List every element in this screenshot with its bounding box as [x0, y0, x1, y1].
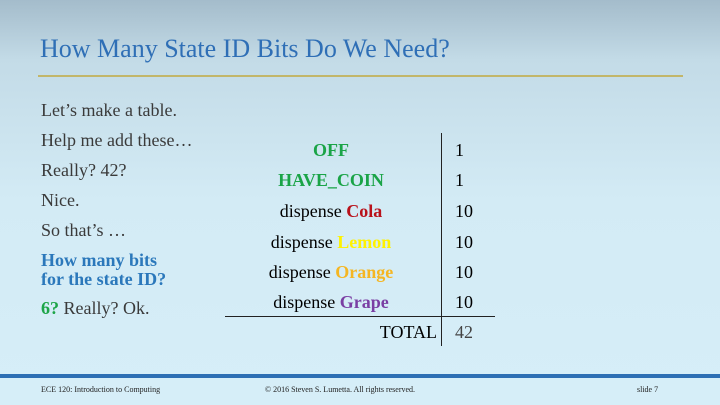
state-count: 10	[455, 292, 473, 312]
state-table: OFF 1 HAVE_COIN 1 dispense Cola 10 dispe…	[225, 133, 495, 348]
table-row: dispense Lemon 10	[225, 227, 495, 257]
bullet-line-5: So that’s …	[41, 220, 127, 240]
dispense-word: dispense	[270, 232, 338, 252]
footer-course: ECE 120: Introduction to Computing	[41, 385, 161, 394]
state-name: dispense Cola	[225, 196, 437, 226]
flavor-orange: Orange	[335, 262, 394, 282]
answer-number: 6?	[41, 298, 59, 318]
bullet-line-1: Let’s make a table.	[41, 100, 177, 120]
state-name: HAVE_COIN	[278, 170, 384, 190]
flavor-grape: Grape	[339, 292, 389, 312]
footer-bar	[0, 374, 720, 378]
total-label: TOTAL	[379, 322, 437, 342]
question-line-2: for the state ID?	[41, 269, 167, 289]
table-total-divider	[225, 316, 495, 317]
dispense-word: dispense	[279, 201, 347, 221]
table-row: dispense Cola 10	[225, 196, 495, 226]
state-count: 10	[455, 262, 473, 282]
state-count: 10	[455, 201, 473, 221]
answer-text: Really? Ok.	[59, 298, 150, 318]
slide-title: How Many State ID Bits Do We Need?	[40, 34, 450, 63]
state-name: dispense Lemon	[225, 227, 437, 257]
dispense-word: dispense	[268, 262, 336, 282]
bullet-line-4: Nice.	[41, 190, 80, 210]
flavor-cola: Cola	[346, 201, 383, 221]
slide-number: slide 7	[637, 385, 659, 394]
table-vertical-divider	[441, 133, 442, 346]
state-name: dispense Orange	[225, 257, 437, 287]
state-count: 10	[455, 232, 473, 252]
bullet-line-3: Really? 42?	[41, 160, 127, 180]
table-row: dispense Grape 10	[225, 287, 495, 317]
total-row: TOTAL 42	[225, 317, 495, 347]
dispense-word: dispense	[273, 292, 340, 312]
state-name: dispense Grape	[225, 287, 437, 317]
title-underline	[38, 75, 683, 77]
state-name: OFF	[313, 140, 349, 160]
state-count: 1	[455, 140, 464, 160]
footer-copyright: © 2016 Steven S. Lumetta. All rights res…	[265, 385, 416, 394]
question-line-1: How many bits	[41, 250, 158, 270]
table-row: OFF 1	[225, 135, 495, 165]
total-value: 42	[455, 322, 473, 342]
flavor-lemon: Lemon	[337, 232, 392, 252]
state-count: 1	[455, 170, 464, 190]
table-row: HAVE_COIN 1	[225, 165, 495, 195]
question-text: How many bits for the state ID?	[41, 245, 256, 294]
table-row: dispense Orange 10	[225, 257, 495, 287]
answer-line: 6? Really? Ok.	[41, 293, 256, 323]
bullet-list: Let’s make a table. Help me add these… R…	[41, 95, 256, 323]
bullet-line-2: Help me add these…	[41, 130, 193, 150]
